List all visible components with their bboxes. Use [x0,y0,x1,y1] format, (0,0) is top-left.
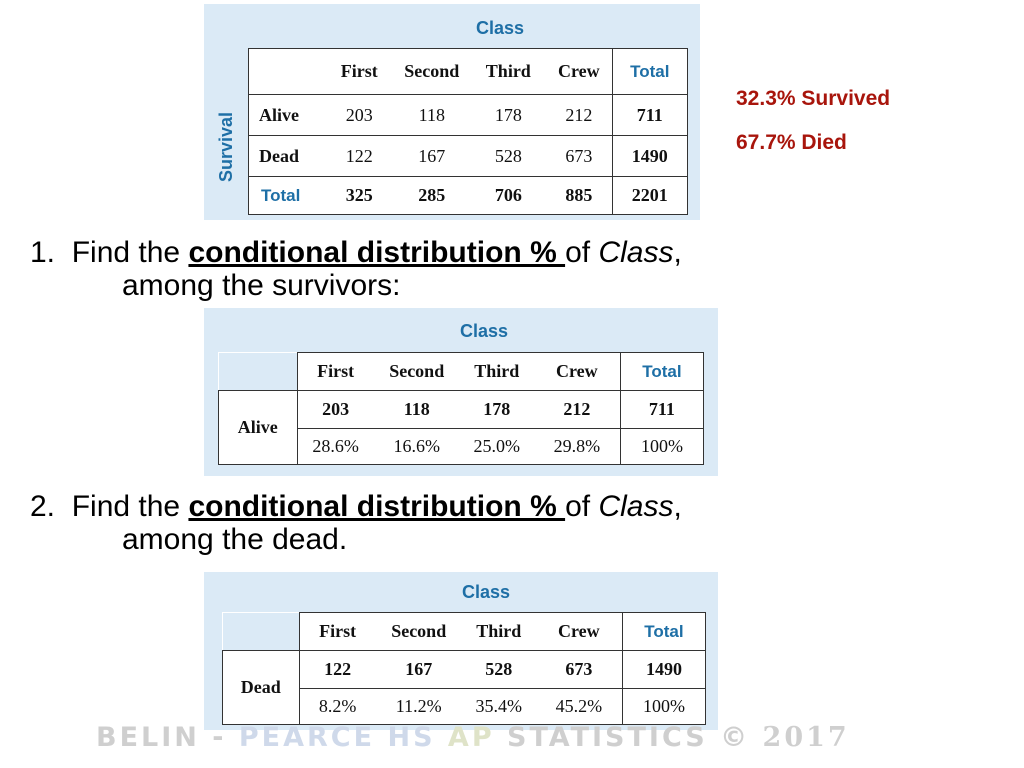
percent-cell: 25.0% [459,428,534,465]
survival-axis-label: Survival [216,111,236,183]
col-header: Crew [533,352,621,391]
footer-text: AP [447,722,508,753]
percent-cell: 11.2% [375,688,462,725]
col-header-total: Total [611,48,689,95]
question-2: 2. Find the conditional distribution % o… [30,490,682,556]
percent-cell: 16.6% [373,428,460,465]
question-text: , [673,490,682,523]
row-header-spacer [222,612,300,651]
col-header: Crew [546,48,613,95]
cell: 325 [325,176,393,215]
cell: 885 [546,176,613,215]
count-cell: 167 [375,650,462,689]
cell-total: 2201 [611,176,689,215]
row-header-spacer [218,352,298,391]
count-cell: 122 [298,650,376,689]
col-header-total: Total [621,612,707,651]
percent-cell-total: 100% [619,428,705,465]
question-line-2: among the dead. [122,523,348,556]
alive-table: First Second Third Crew Total Alive 203 … [218,352,705,465]
question-emphasis: conditional distribution % [188,490,566,523]
percent-cell-total: 100% [621,688,707,725]
count-cell: 212 [533,390,621,429]
count-cell: 118 [373,390,460,429]
cell-total: 711 [611,94,689,136]
dead-table-panel: Class First Second Third Crew Total Dead… [204,572,718,730]
survived-stat: 32.3% Survived [736,87,891,110]
count-cell: 203 [296,390,374,429]
cell: 203 [325,94,393,136]
cell: 178 [470,94,547,136]
cell: 167 [393,135,471,177]
percent-cell: 45.2% [535,688,623,725]
cell: 212 [546,94,613,136]
col-header: Third [470,48,547,95]
footer-text: STATISTICS [507,722,721,753]
alive-table-panel: Class First Second Third Crew Total Aliv… [204,308,718,476]
question-number: 2. [30,490,56,523]
footer-text: PEARCE HS [238,722,448,753]
class-title: Class [476,18,525,38]
question-text: Find the [71,490,189,523]
count-cell: 178 [459,390,534,429]
contingency-table: First Second Third Crew Total Alive 203 … [247,48,689,215]
question-emphasis: conditional distribution % [188,236,566,269]
row-label: Dead [222,650,300,725]
cell: 118 [393,94,471,136]
class-title: Class [462,582,511,602]
col-header: Third [461,612,536,651]
question-1: 1. Find the conditional distribution % o… [30,236,682,302]
count-cell-total: 711 [619,390,705,429]
col-header: First [298,612,376,651]
cell: 122 [325,135,393,177]
count-cell: 528 [461,650,536,689]
contingency-table-panel: Class First Second Third Crew Total Aliv… [204,4,700,220]
col-header: Second [393,48,471,95]
footer-year: 2017 [762,722,850,753]
question-text: Find the [71,236,189,269]
cell-total: 1490 [611,135,689,177]
row-label-total: Total [247,176,326,215]
cell: 528 [470,135,547,177]
footer-watermark: BELIN - PEARCE HS AP STATISTICS © 2017 [96,722,850,753]
col-header-total: Total [619,352,705,391]
row-label: Dead [247,135,326,177]
col-header: First [325,48,393,95]
count-cell-total: 1490 [621,650,707,689]
row-label: Alive [218,390,298,465]
row-label: Alive [247,94,326,136]
row-header-spacer [247,48,326,95]
cell: 285 [393,176,471,215]
copyright-icon: © [720,722,751,753]
col-header: Second [373,352,460,391]
footer-text: BELIN - [96,722,239,753]
question-text: , [673,236,682,269]
question-variable: Class [598,490,674,523]
percent-cell: 28.6% [296,428,374,465]
count-cell: 673 [535,650,623,689]
question-line-2: among the survivors: [122,269,401,302]
question-text: of [565,490,599,523]
question-text: of [565,236,599,269]
died-stat: 67.7% Died [736,131,847,154]
percent-cell: 29.8% [533,428,621,465]
col-header: Crew [535,612,623,651]
col-header: First [296,352,374,391]
cell: 673 [546,135,613,177]
question-number: 1. [30,236,56,269]
dead-table: First Second Third Crew Total Dead 122 1… [222,612,707,725]
class-title: Class [460,321,509,341]
cell: 706 [470,176,547,215]
col-header: Second [375,612,462,651]
question-variable: Class [598,236,674,269]
percent-cell: 35.4% [461,688,536,725]
col-header: Third [459,352,534,391]
percent-cell: 8.2% [298,688,376,725]
